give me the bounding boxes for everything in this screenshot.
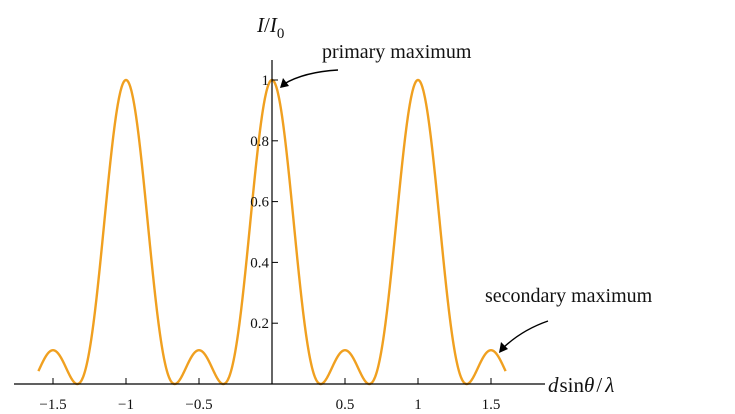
y-axis-title-main: I	[256, 13, 265, 37]
secondary-maximum-arrowhead	[499, 342, 508, 353]
x-tick-label: −1.5	[39, 397, 66, 413]
secondary-maximum-arrow	[502, 320, 549, 349]
x-tick-label: 0.5	[336, 397, 355, 413]
y-tick-label: 1	[262, 73, 270, 89]
x-tick-label: 1	[414, 397, 422, 413]
y-tick-label: 0.8	[250, 134, 269, 150]
secondary-maximum-label: secondary maximum	[485, 285, 653, 307]
x-axis-title-main: d	[548, 373, 559, 397]
primary-maximum-arrow	[283, 69, 339, 85]
y-axis-title-slash: /	[264, 13, 270, 37]
primary-maximum-label: primary maximum	[322, 41, 472, 63]
x-tick-label: −1	[118, 397, 134, 413]
x-axis-title-theta: θ	[584, 373, 594, 397]
y-tick-label: 0.4	[250, 255, 269, 271]
x-tick-label: −0.5	[185, 397, 212, 413]
y-tick-label: 0.2	[250, 316, 269, 332]
y-axis-title: I/I0	[256, 13, 284, 42]
y-axis-title-subscript: 0	[277, 26, 285, 42]
primary-maximum-arrowhead	[280, 78, 289, 88]
x-axis-title-func: sin	[560, 373, 585, 397]
x-axis-title-slash: /	[596, 373, 602, 397]
x-axis-title-lambda: λ	[604, 373, 614, 397]
x-tick-label: 1.5	[482, 397, 501, 413]
y-tick-label: 0.6	[250, 195, 269, 211]
x-axis-title: dsinθ/λ	[548, 373, 614, 397]
y-axis-title-sub_main: I	[269, 13, 278, 37]
